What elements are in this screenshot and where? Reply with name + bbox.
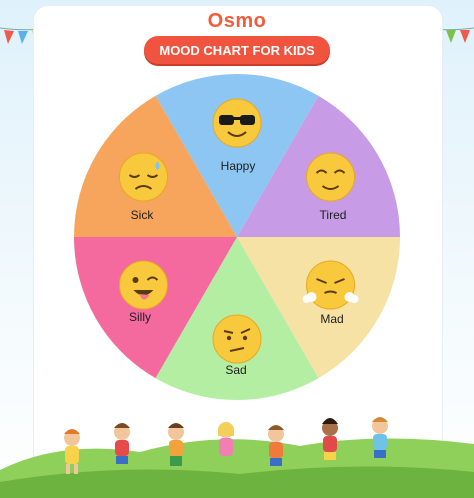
wheel-slice-happy: [155, 74, 319, 237]
kid-7: [372, 417, 388, 458]
mood-label-happy: Happy: [220, 159, 256, 173]
mood-label-sick: Sick: [130, 208, 154, 222]
wheel-slice-silly: [74, 237, 237, 379]
wheel-slice-mad: [237, 237, 400, 379]
kid-1: [64, 429, 80, 474]
steaming-face-icon: [302, 260, 359, 310]
relieved-face-icon: [306, 152, 356, 202]
winking-tongue-face-icon: [118, 260, 168, 310]
kid-2: [114, 423, 130, 464]
kid-3: [168, 423, 184, 466]
mood-label-tired: Tired: [319, 208, 347, 222]
mood-label-sad: Sad: [225, 363, 247, 377]
osmo-logo: Osmo: [207, 10, 267, 32]
kid-4: [218, 422, 234, 456]
mood-label-mad: Mad: [320, 312, 344, 326]
sunglasses-face-icon: [212, 98, 262, 148]
sweating-face-icon: [118, 152, 168, 202]
page-title: MOOD CHART FOR KIDS: [144, 36, 330, 64]
confused-face-icon: [212, 314, 262, 364]
mood-label-silly: Silly: [128, 310, 151, 324]
kid-6: [322, 418, 338, 460]
kid-5: [268, 425, 284, 466]
